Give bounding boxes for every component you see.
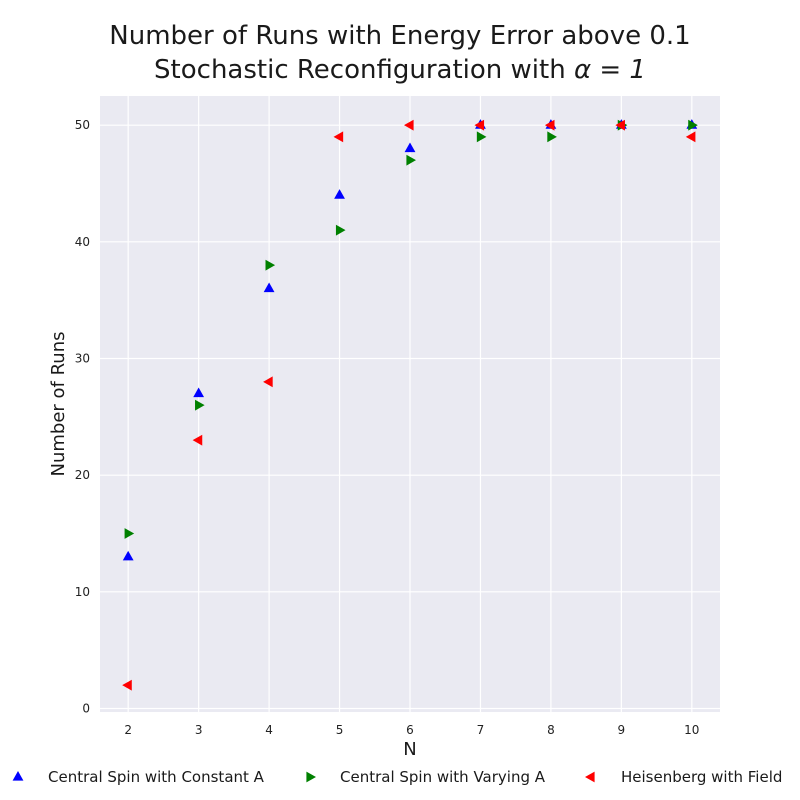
x-tick-labels: 2 3 4 5 6 7 8 9 10 [124, 723, 699, 737]
y-tick-label: 30 [75, 352, 90, 366]
data-point [615, 119, 625, 131]
y-axis-label: Number of Runs [48, 332, 69, 477]
legend: Central Spin with Constant A Central Spin… [12, 768, 782, 786]
chart-title-alpha: α = 1 [574, 55, 646, 85]
y-tick-labels: 0 10 20 30 40 50 [75, 118, 90, 715]
data-point [335, 224, 346, 236]
y-tick-label: 50 [75, 118, 90, 132]
x-tick-label: 3 [195, 723, 203, 737]
data-point [406, 154, 416, 166]
data-point [334, 189, 345, 199]
x-tick-label: 4 [265, 723, 273, 737]
grid-lines [100, 96, 720, 712]
x-axis-label: N [403, 739, 416, 760]
x-tick-label: 6 [406, 723, 414, 737]
data-point [192, 434, 203, 446]
data-point [404, 142, 416, 153]
data-point [404, 119, 414, 131]
data-point [263, 282, 275, 293]
data-point [685, 131, 696, 143]
data-points [122, 119, 698, 691]
x-tick-label: 5 [336, 723, 344, 737]
y-tick-label: 0 [82, 702, 90, 716]
data-point [265, 259, 276, 271]
legend-label: Central Spin with Constant A [48, 768, 265, 786]
y-tick-label: 20 [75, 468, 90, 482]
legend-label: Heisenberg with Field [621, 768, 782, 786]
data-point [474, 119, 485, 131]
data-point [547, 131, 557, 143]
data-point [195, 399, 205, 411]
data-point [122, 679, 132, 691]
y-tick-label: 40 [75, 235, 90, 249]
x-tick-label: 9 [618, 723, 626, 737]
x-tick-label: 8 [547, 723, 555, 737]
chart-title-line2: Stochastic Reconfiguration with α = 1 [154, 55, 646, 85]
chart-title-line1: Number of Runs with Energy Error above 0… [109, 21, 690, 51]
data-point [263, 376, 273, 388]
data-point [122, 550, 134, 561]
legend-marker [306, 771, 316, 783]
data-point [193, 387, 205, 398]
legend-marker [585, 771, 595, 783]
chart-title-line2-text: Stochastic Reconfiguration with [154, 55, 574, 85]
x-tick-label: 10 [684, 723, 699, 737]
x-tick-label: 7 [477, 723, 485, 737]
data-point [124, 528, 135, 539]
data-point [688, 119, 698, 131]
data-point [476, 131, 487, 143]
legend-marker [12, 771, 24, 781]
legend-label: Central Spin with Varying A [340, 768, 546, 786]
y-tick-label: 10 [75, 585, 90, 599]
x-tick-label: 2 [124, 723, 132, 737]
data-point [544, 119, 555, 131]
data-point [333, 131, 344, 143]
